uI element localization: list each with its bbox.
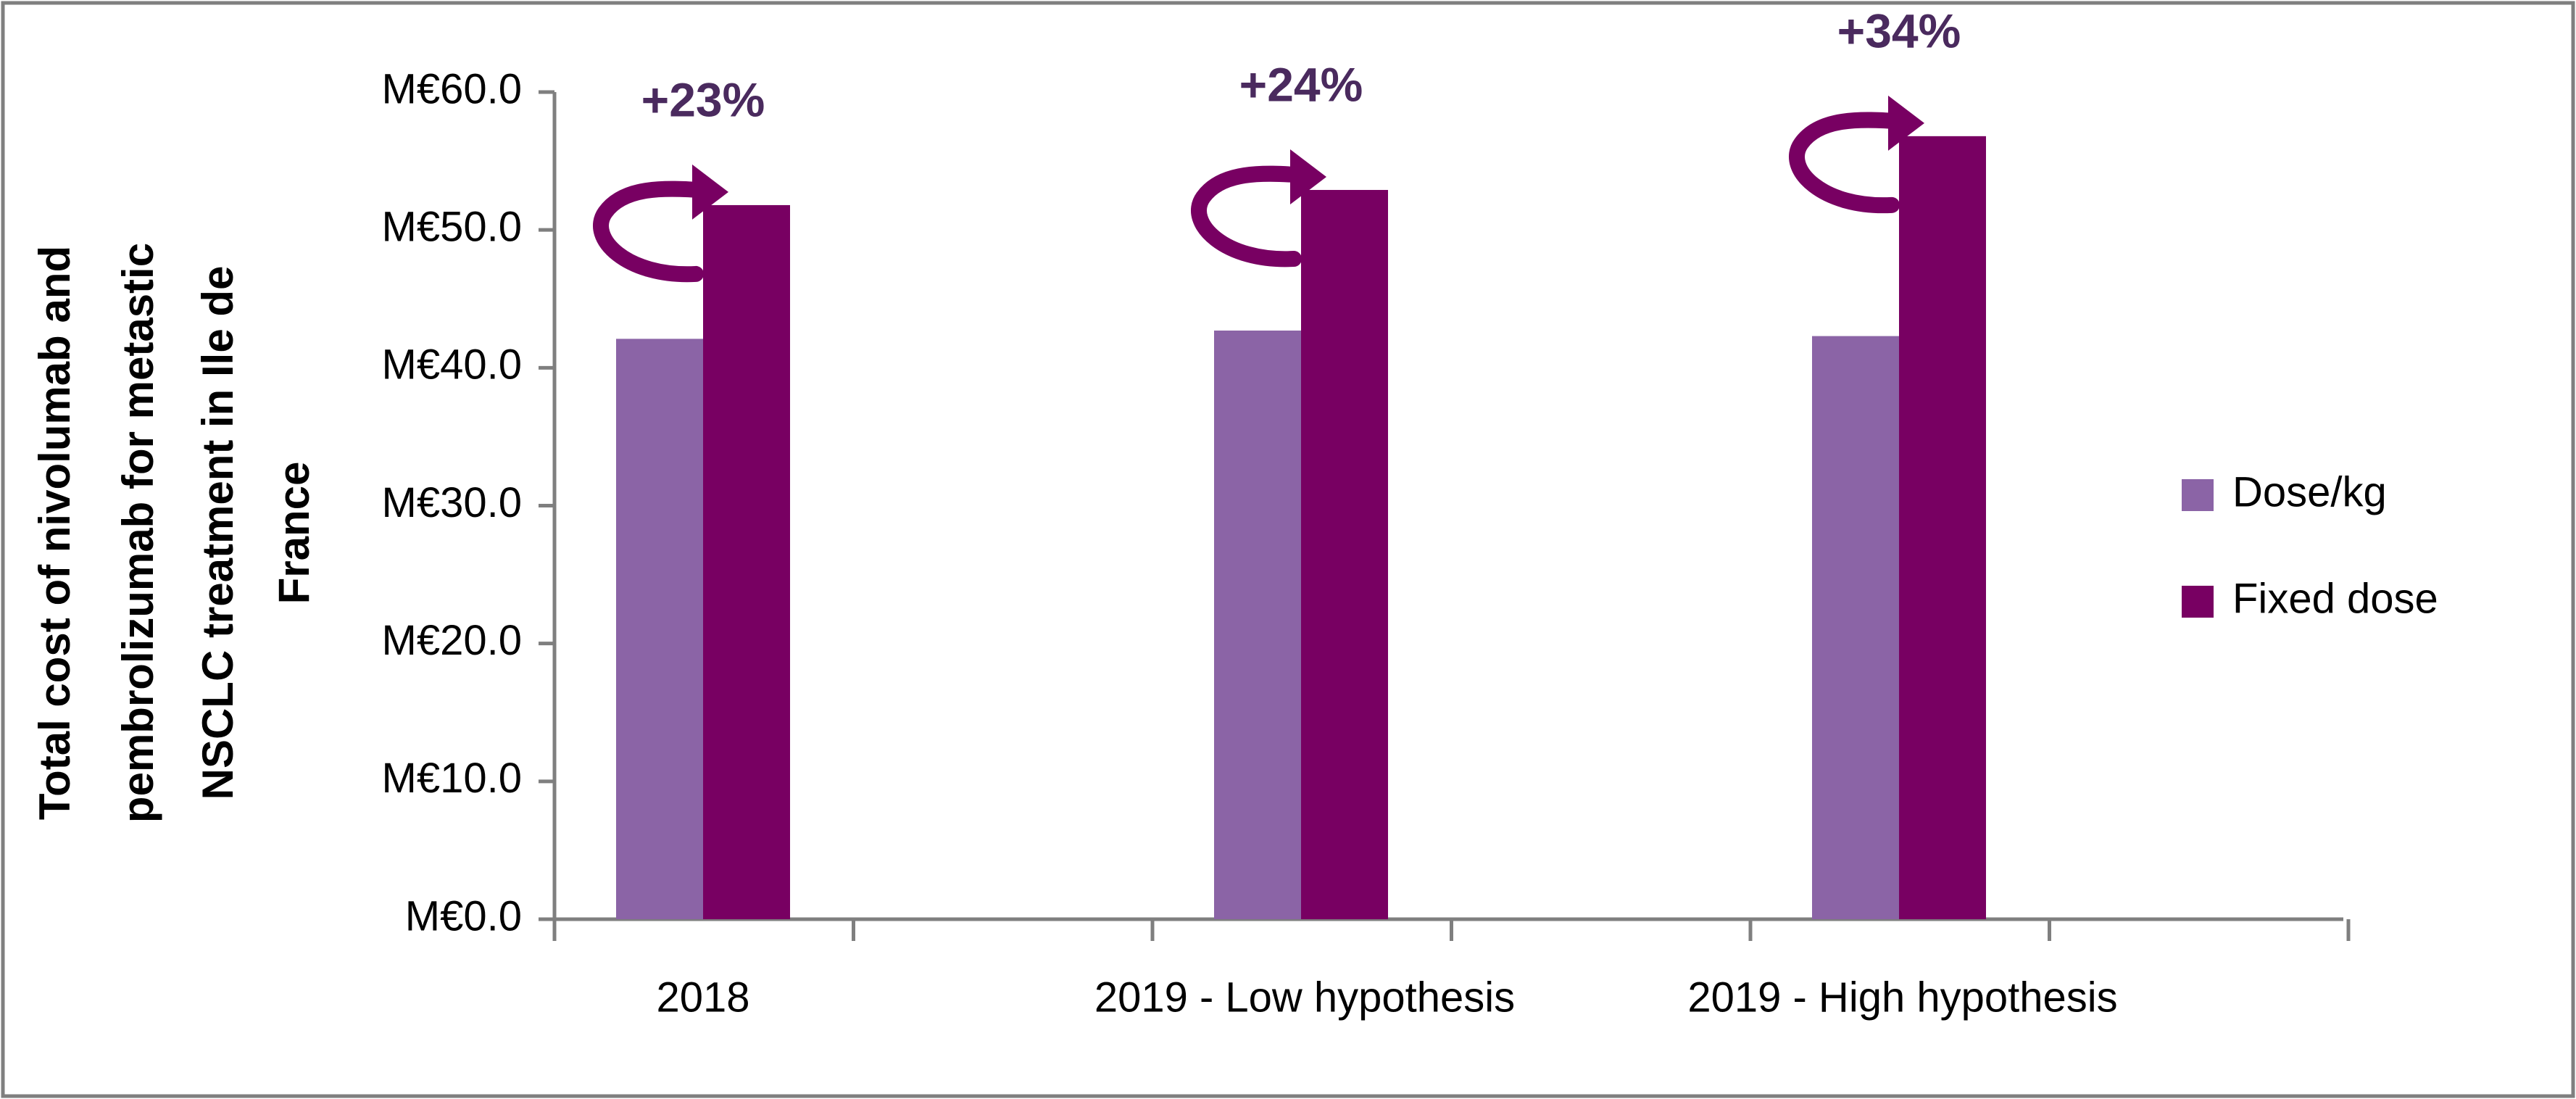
- y-axis-title: Total cost of nivolumab and pembrolizumab…: [30, 243, 318, 823]
- increase-label: +23%: [641, 72, 765, 126]
- y-axis-title-line: Total cost of nivolumab and: [30, 246, 79, 820]
- x-tick-label: 2019 - High hypothesis: [1687, 974, 2117, 1021]
- increase-arrow: [1789, 112, 1911, 214]
- increase-label: +34%: [1837, 4, 1961, 57]
- legend-swatch-fixed-dose: [2182, 586, 2214, 618]
- bar-fixed-dose: [1301, 190, 1388, 920]
- increase-label: +24%: [1239, 57, 1363, 111]
- x-tick-label: 2018: [656, 974, 749, 1021]
- bar-fixed-dose: [1899, 136, 1986, 920]
- x-tick-label: 2019 - Low hypothesis: [1094, 974, 1515, 1021]
- increase-arrow-head: [1290, 149, 1326, 205]
- y-axis-title-line: pembrolizumab for metastic: [114, 243, 162, 823]
- increase-arrow: [593, 181, 715, 283]
- bar-fixed-dose: [703, 204, 790, 920]
- y-tick-label: M€0.0: [405, 892, 522, 940]
- bar-dose-per-kg: [616, 339, 703, 920]
- increase-arrow: [1191, 165, 1313, 268]
- legend: Dose/kg Fixed dose: [2182, 468, 2438, 622]
- legend-label: Dose/kg: [2232, 468, 2387, 515]
- arrows: [593, 95, 1924, 283]
- y-tick-label: M€20.0: [382, 617, 522, 664]
- y-tick-label: M€10.0: [382, 755, 522, 802]
- legend-swatch-dose-per-kg: [2182, 479, 2214, 511]
- increase-arrow-head: [1888, 95, 1924, 151]
- x-axis: 2018 2019 - Low hypothesis 2019 - High hyp…: [552, 917, 2351, 1021]
- y-tick-label: M€50.0: [382, 203, 522, 250]
- y-tick-label: M€60.0: [382, 65, 522, 112]
- bar-dose-per-kg: [1812, 336, 1899, 920]
- annotations: +23% +24% +34%: [641, 4, 1961, 126]
- bar-dose-per-kg: [1214, 330, 1301, 919]
- bars: [616, 136, 1986, 920]
- y-axis-title-line: France: [270, 462, 318, 605]
- y-axis-title-line: NSCLC treatment in Ile de: [194, 266, 242, 800]
- increase-arrow-head: [692, 164, 728, 220]
- y-tick-label: M€30.0: [382, 479, 522, 526]
- y-axis: M€0.0 M€10.0 M€20.0 M€30.0 M€40.0 M€50.0 M€60.…: [382, 65, 557, 940]
- legend-label: Fixed dose: [2232, 575, 2438, 622]
- y-tick-label: M€40.0: [382, 341, 522, 389]
